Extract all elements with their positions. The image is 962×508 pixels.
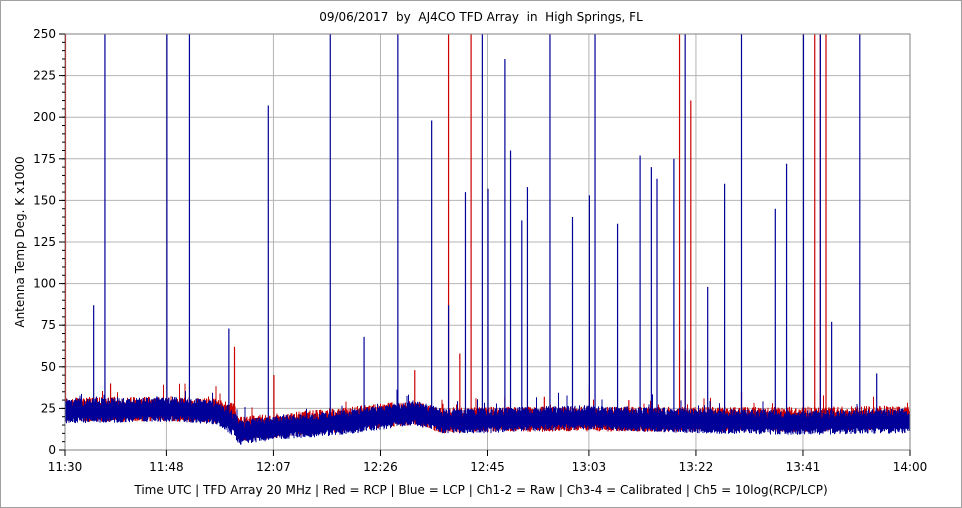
- x-tick-label: 12:26: [363, 460, 398, 474]
- x-tick-label: 12:45: [470, 460, 505, 474]
- x-tick-label: 13:03: [572, 460, 607, 474]
- x-axis: 11:30 11:48 12:07 12:26 12:45 13:03 13:22 13:41…: [48, 450, 928, 474]
- y-tick-label: 25: [41, 401, 56, 415]
- x-axis-label: Time UTC | TFD Array 20 MHz | Red = RCP …: [134, 483, 828, 497]
- y-tick-label: 175: [33, 152, 56, 166]
- y-tick-label: 150: [33, 193, 56, 207]
- y-tick-label: 200: [33, 110, 56, 124]
- y-tick-label: 50: [41, 360, 56, 374]
- x-tick-label: 14:00: [893, 460, 928, 474]
- chart-title: 09/06/2017 by AJ4CO TFD Array in High Sp…: [319, 10, 643, 24]
- x-tick-label: 13:22: [679, 460, 714, 474]
- series-lcp: [64, 34, 911, 445]
- x-tick-label: 13:41: [786, 460, 821, 474]
- y-tick-label: 75: [41, 318, 56, 332]
- y-axis: 0 25 50 75 100 125 150 175 200 225 250: [33, 27, 65, 457]
- y-tick-label: 100: [33, 277, 56, 291]
- y-tick-label: 125: [33, 235, 56, 249]
- x-tick-label: 11:48: [149, 460, 184, 474]
- y-tick-label: 0: [48, 443, 56, 457]
- x-tick-label: 12:07: [256, 460, 291, 474]
- y-tick-label: 250: [33, 27, 56, 41]
- y-tick-label: 225: [33, 69, 56, 83]
- x-tick-label: 11:30: [48, 460, 83, 474]
